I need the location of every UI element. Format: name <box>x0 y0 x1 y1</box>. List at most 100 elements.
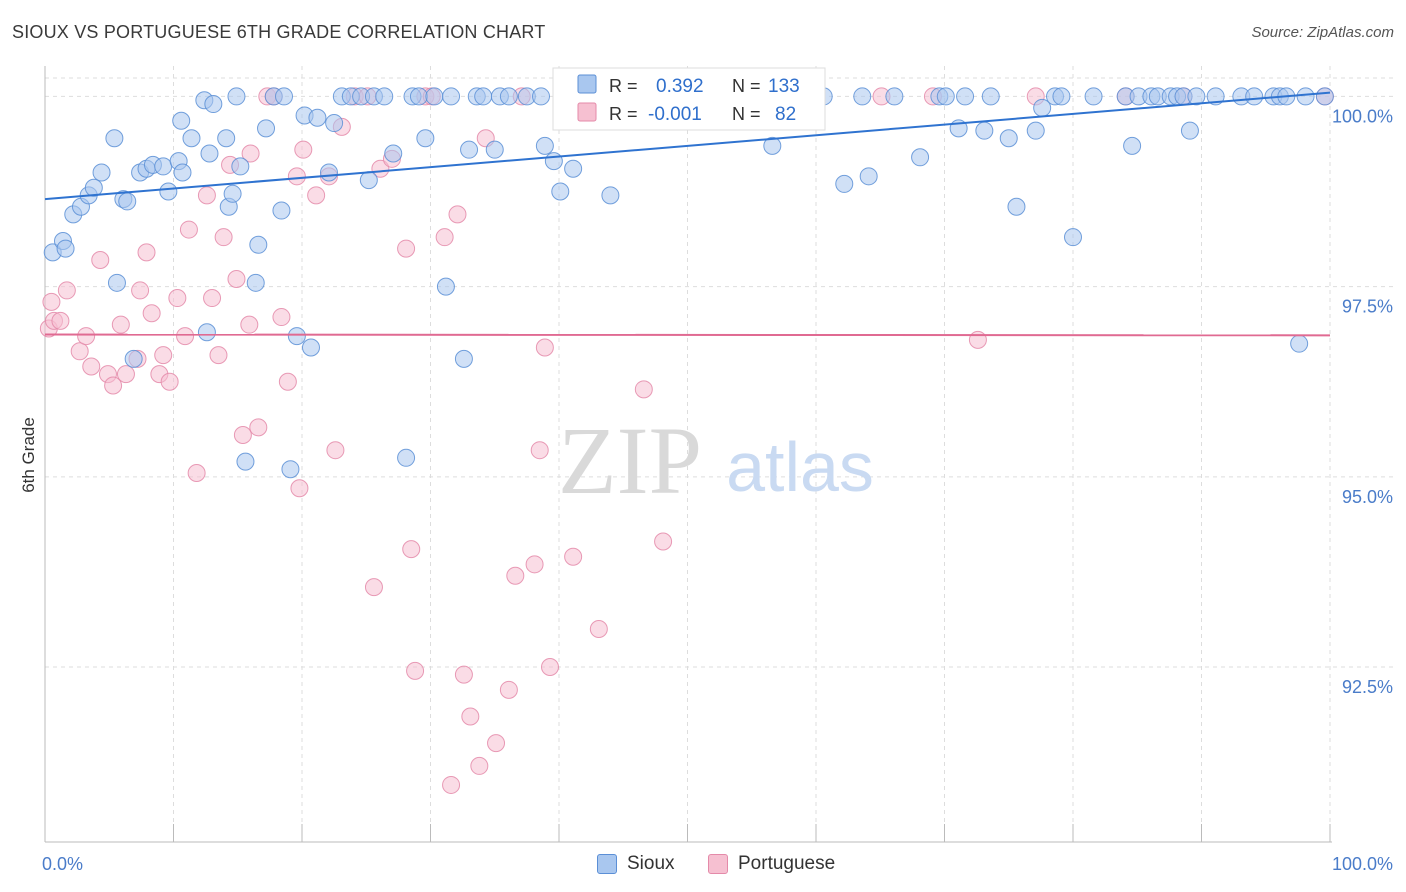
sioux-point <box>416 129 435 148</box>
sioux-point <box>154 157 173 176</box>
sioux-point <box>564 159 583 178</box>
sioux-point <box>272 201 291 220</box>
portuguese-point <box>137 243 156 262</box>
portuguese-point <box>168 289 187 308</box>
portuguese-point <box>589 619 608 638</box>
sioux-point <box>551 182 570 201</box>
legend-item-sioux[interactable]: Sioux <box>597 850 675 878</box>
sioux-point <box>763 136 782 155</box>
sioux-point <box>223 184 242 203</box>
sioux-n-value: 133 <box>768 76 800 97</box>
sioux-point <box>1007 197 1026 216</box>
legend-item-portuguese[interactable]: Portuguese <box>708 850 835 878</box>
sioux-point <box>999 129 1018 148</box>
sioux-point <box>172 111 191 130</box>
sioux-point <box>1290 334 1309 353</box>
sioux-point <box>107 273 126 292</box>
portuguese-trend-line <box>44 333 1331 337</box>
sioux-point <box>84 178 103 197</box>
portuguese-point <box>406 661 425 680</box>
sioux-point <box>1180 121 1199 140</box>
portuguese-point <box>326 441 345 460</box>
sioux-point <box>835 174 854 193</box>
portuguese-point <box>435 228 454 247</box>
source-label: Source: ZipAtlas.com <box>1251 24 1394 41</box>
sioux-legend-swatch <box>577 74 597 94</box>
sioux-point <box>249 235 268 254</box>
portuguese-point <box>487 734 506 753</box>
sioux-point <box>544 152 563 171</box>
sioux-point <box>956 87 975 106</box>
portuguese-point <box>535 338 554 357</box>
portuguese-point <box>51 311 70 330</box>
portuguese-swatch <box>708 854 728 874</box>
portuguese-point <box>233 425 252 444</box>
portuguese-point <box>278 372 297 391</box>
sioux-r-label: R = <box>609 76 638 96</box>
sioux-point <box>236 452 255 471</box>
sioux-point <box>319 163 338 182</box>
sioux-legend-label: Sioux <box>627 853 675 874</box>
sioux-point <box>454 349 473 368</box>
portuguese-point <box>227 270 246 289</box>
portuguese-point <box>564 547 583 566</box>
portuguese-point <box>160 372 179 391</box>
sioux-point <box>105 129 124 148</box>
sioux-swatch <box>597 854 617 874</box>
portuguese-point <box>506 566 525 585</box>
portuguese-point <box>104 376 123 395</box>
sioux-point <box>257 119 276 138</box>
portuguese-point <box>294 140 313 159</box>
sioux-point <box>859 167 878 186</box>
sioux-point <box>308 108 327 127</box>
chart-title: SIOUX VS PORTUGUESE 6TH GRADE CORRELATIO… <box>12 22 546 42</box>
sioux-point <box>532 87 551 106</box>
sioux-point <box>442 87 461 106</box>
portuguese-point <box>82 357 101 376</box>
portuguese-point <box>968 330 987 349</box>
sioux-point <box>375 87 394 106</box>
sioux-point <box>281 460 300 479</box>
sioux-point <box>981 87 1000 106</box>
portuguese-point <box>290 479 309 498</box>
sioux-point <box>436 277 455 296</box>
sioux-point <box>1315 87 1334 106</box>
sioux-point <box>1123 136 1142 155</box>
portuguese-point <box>249 418 268 437</box>
sioux-point <box>287 327 306 346</box>
portuguese-point <box>131 281 150 300</box>
sioux-n-label: N = <box>732 76 761 96</box>
sioux-point <box>118 192 137 211</box>
portuguese-point <box>187 464 206 483</box>
portuguese-point <box>42 292 61 311</box>
sioux-point <box>200 144 219 163</box>
portuguese-point <box>91 251 110 269</box>
sioux-point <box>384 144 403 163</box>
sioux-point <box>460 140 479 159</box>
portuguese-legend-label: Portuguese <box>738 853 836 874</box>
sioux-point <box>246 273 265 292</box>
stats-legend-box <box>552 67 826 131</box>
portuguese-point <box>448 205 467 224</box>
portuguese-point <box>176 327 195 346</box>
portuguese-point <box>525 555 544 574</box>
tick-labels: 100.0% 97.5% 95.0% 92.5% 0.0% 100.0% <box>42 106 1393 874</box>
sioux-point <box>1064 228 1082 247</box>
portuguese-point <box>654 532 673 551</box>
sioux-point <box>325 114 344 133</box>
sioux-point <box>397 448 416 467</box>
sioux-point <box>359 171 378 190</box>
sioux-point <box>182 129 201 148</box>
portuguese-point <box>203 289 222 308</box>
sioux-point <box>975 121 994 140</box>
portuguese-point <box>116 365 135 384</box>
portuguese-point <box>111 315 130 334</box>
portuguese-r-value: -0.001 <box>648 104 702 125</box>
sioux-point <box>535 136 554 155</box>
portuguese-point <box>307 186 326 205</box>
portuguese-point <box>371 159 390 178</box>
portuguese-point <box>634 380 653 399</box>
sioux-point <box>275 87 294 106</box>
portuguese-point <box>530 441 549 460</box>
